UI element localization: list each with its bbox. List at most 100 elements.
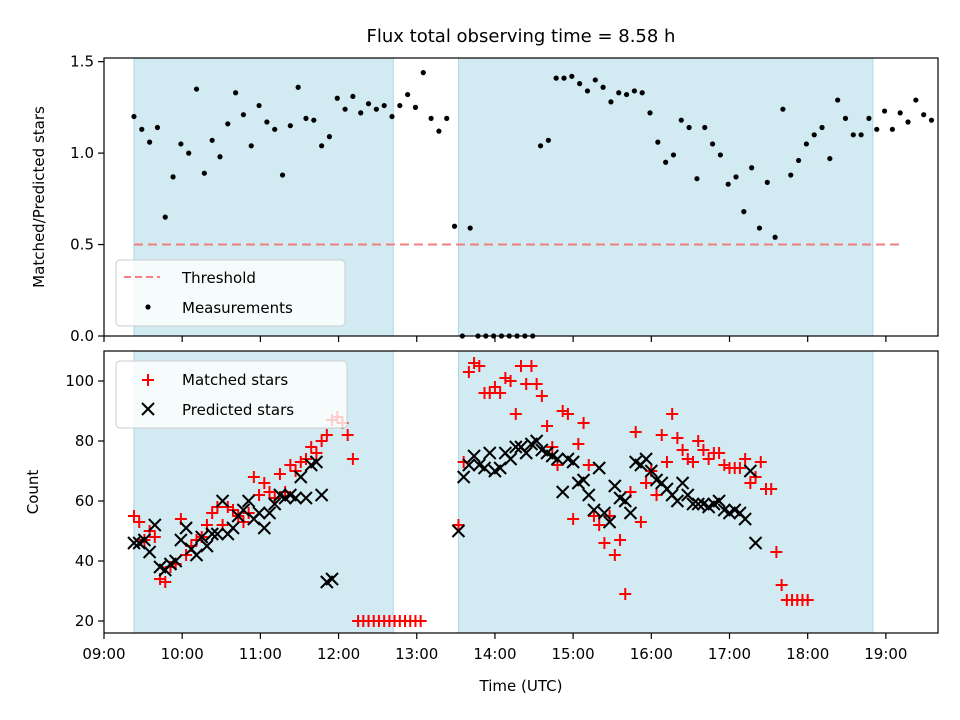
matched-stars-point [650,489,663,501]
measurement-point [670,152,677,158]
measurement-point [795,157,802,164]
bottom-y-tick-label: 40 [75,552,94,570]
x-tick-label: 16:00 [630,645,673,663]
predicted-stars-point [142,545,157,559]
measurement-point [749,165,755,171]
predicted-stars-point [456,470,471,484]
measurement-point [139,126,145,132]
predicted-stars-point [268,497,282,511]
predicted-stars-point [675,476,690,490]
matched-stars-point [462,366,475,378]
measurement-point [897,110,903,116]
top-y-axis-label: Matched/Predicted stars [30,106,48,288]
matched-stars-point [739,453,752,465]
matched-stars-point [567,513,580,525]
predicted-stars-point [148,518,162,532]
predicted-legend-label: Predicted stars [182,401,294,419]
matched-stars-point [258,477,271,489]
matched-stars-point [535,390,548,402]
measurement-point [405,91,411,98]
measurement-point [186,150,192,156]
measurement-point [702,124,708,131]
matched-stars-point [515,360,527,372]
chart-title: Flux total observing time = 8.58 h [367,26,676,47]
bottom-y-ticks: 20 40 60 80 100 [65,372,104,630]
matched-stars-point [284,459,297,471]
top-y-tick-label: 0.5 [70,236,94,254]
x-tick-label: 14:00 [473,645,516,663]
measurement-point [256,102,262,109]
measurement-point [420,70,426,76]
matched-stars-point [473,360,486,372]
matched-stars-point [279,486,292,498]
measurement-point [412,104,419,110]
top-panel: 0.0 0.5 1.0 1.5 Matched/Predicted stars Thr… [30,53,939,345]
predicted-stars-point [686,497,700,511]
predicted-stars-point [493,461,507,475]
predicted-stars-point [618,494,632,508]
predicted-stars-point [566,455,580,469]
measurement-point [545,137,551,143]
predicted-legend-marker [141,402,155,416]
matched-stars-point [341,429,354,441]
measurement-point [811,132,817,138]
matched-stars-point [801,594,814,606]
x-tick-label: 09:00 [82,645,125,663]
matched-stars-point [770,546,783,558]
predicted-stars-point [529,434,544,448]
top-legend-box [115,259,346,327]
matched-stars-point [687,456,700,468]
measurements-points [131,70,935,339]
predicted-stars-point [748,536,763,550]
bottom-panel: 20 40 60 80 100 09:00 10:00 11:00 12:00 13:00 14:… [24,350,939,695]
matched-stars-point [572,438,585,450]
predicted-stars-point [226,521,240,535]
predicted-stars-point [127,536,141,550]
matched-stars-point [593,519,606,531]
matched-stars-point [676,444,689,456]
bottom-shaded-region-2 [457,350,874,634]
measurement-point [577,81,583,87]
predicted-stars-point [288,491,303,505]
measurement-point [428,115,434,121]
measurement-point [334,95,340,101]
measurement-point [631,88,637,94]
measurement-point [162,214,168,220]
measurements-legend-marker [145,304,151,310]
measurement-point [600,84,606,90]
matched-stars-point [263,486,276,498]
measurement-point [788,172,794,178]
predicted-stars-point [467,449,481,463]
x-tick-label: 15:00 [552,645,595,663]
predicted-stars-point [483,446,497,460]
matched-stars-point [634,516,647,528]
measurement-point [311,117,317,123]
bottom-legend: Matched stars Predicted stars [115,360,348,429]
measurement-point [655,139,661,145]
matched-stars-point [414,615,427,627]
predicted-stars-point [639,452,653,466]
matched-stars-point [660,456,673,468]
matched-stars-point [598,537,611,549]
measurement-point [373,106,379,112]
measurement-point [819,124,825,131]
bottom-y-axis-label: Count [24,470,42,515]
matched-stars-point [509,408,522,420]
measurement-point [913,97,919,103]
bottom-y-tick-label: 20 [75,612,94,630]
matched-stars-point [744,477,757,489]
matched-stars-point [697,444,710,456]
predicted-stars-points [127,434,763,589]
top-y-tick-label: 1.5 [70,53,94,71]
predicted-stars-point [451,524,466,538]
measurement-point [436,128,442,134]
matched-stars-point [268,492,281,504]
measurement-point [725,181,731,187]
x-tick-label: 18:00 [786,645,829,663]
measurement-point [608,99,614,105]
matched-stars-point [310,447,323,459]
matched-stars-point [614,534,627,546]
matched-stars-point [640,477,653,489]
matched-stars-point [305,441,318,453]
measurement-point [444,115,450,121]
